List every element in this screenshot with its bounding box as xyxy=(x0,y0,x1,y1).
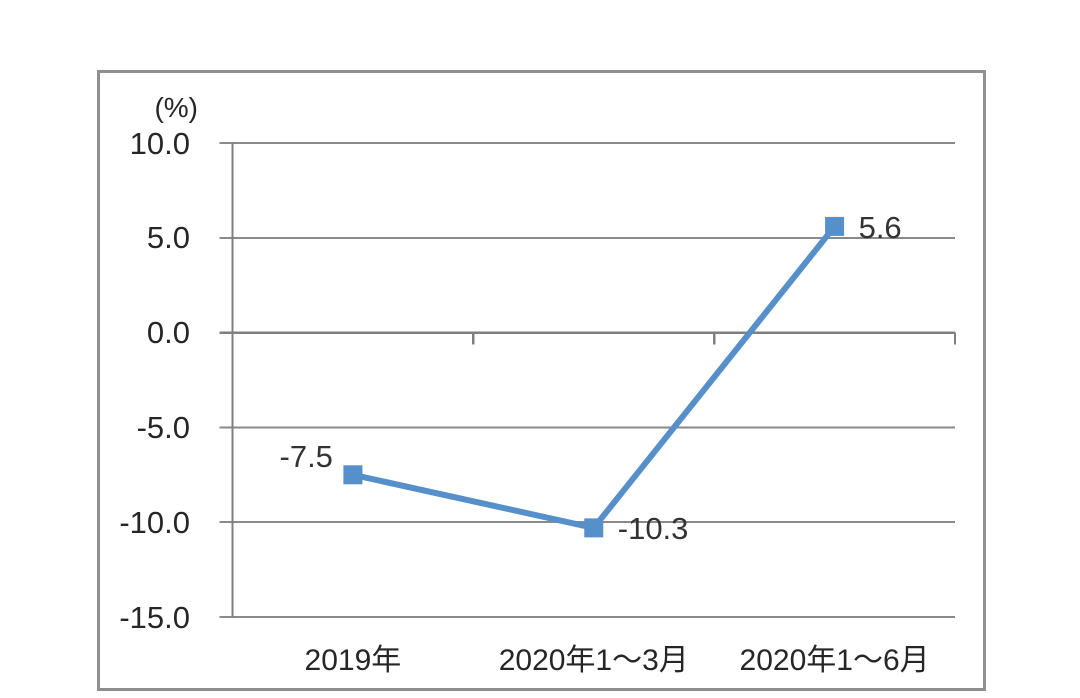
data-point-value-label: -7.5 xyxy=(279,439,333,475)
y-axis-tick-label: -15.0 xyxy=(119,599,190,635)
x-axis-category-label: 2020年1～6月 xyxy=(739,644,930,677)
y-axis-tick-label: 0.0 xyxy=(146,315,190,351)
y-axis-tick-label: 10.0 xyxy=(129,125,190,161)
data-point-marker xyxy=(825,216,845,236)
data-line xyxy=(352,224,837,531)
y-axis-tick-label: 5.0 xyxy=(146,220,190,256)
x-axis-category-label: 2019年 xyxy=(304,644,402,677)
data-point-value-label: -10.3 xyxy=(617,511,689,547)
x-axis-category-label: 2020年1～3月 xyxy=(498,644,689,677)
data-point-marker xyxy=(584,518,604,538)
chart-frame xyxy=(97,70,986,691)
data-point-marker xyxy=(343,465,363,485)
y-axis-unit-label: (%) xyxy=(154,92,198,123)
y-axis-tick-label: -5.0 xyxy=(136,409,190,445)
data-point-value-label: 5.6 xyxy=(858,209,902,245)
y-axis-tick-label: -10.0 xyxy=(119,504,190,540)
